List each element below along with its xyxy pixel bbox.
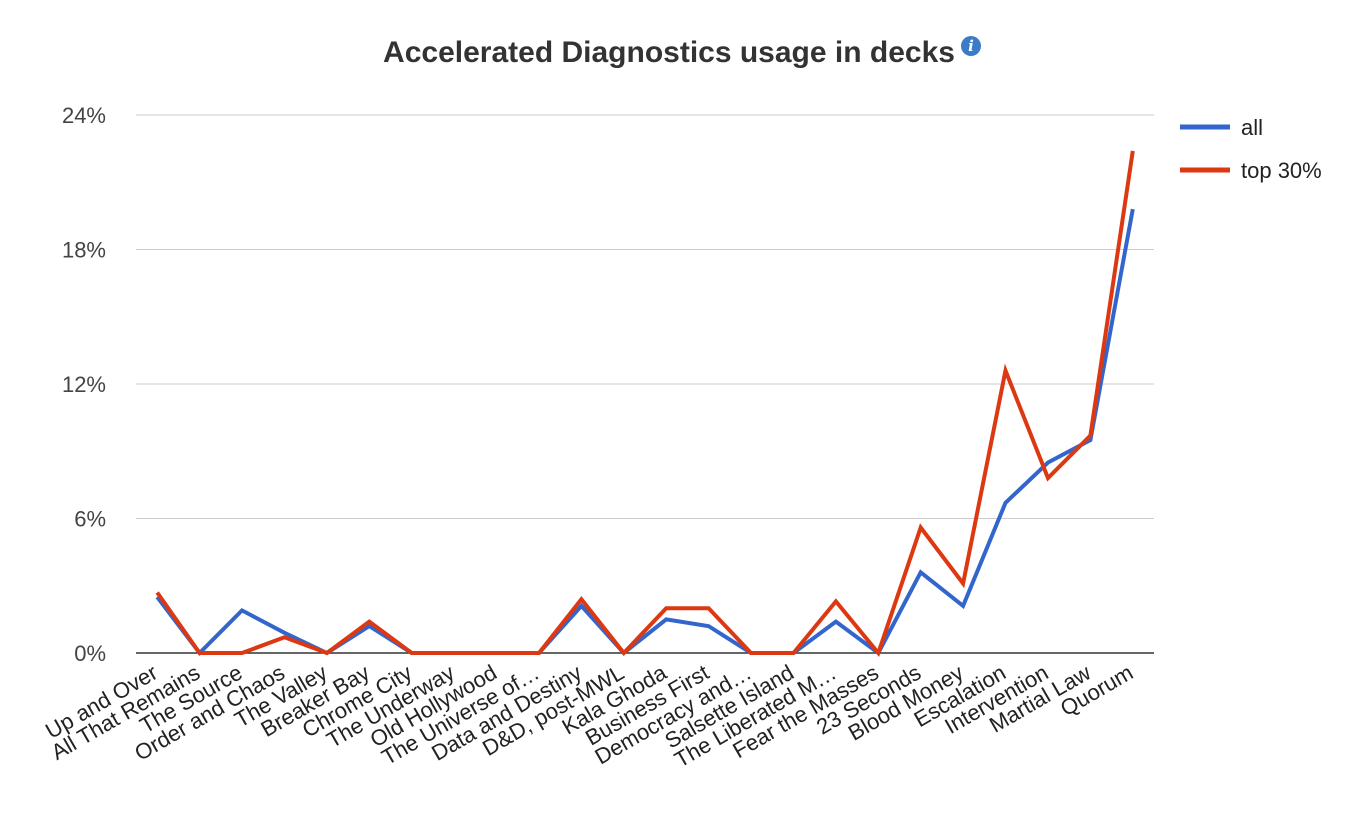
y-tick-label: 18%	[62, 238, 106, 263]
info-icon[interactable]: i	[960, 36, 981, 56]
legend-label: all	[1241, 115, 1263, 140]
chart-title: Accelerated Diagnostics usage in decks	[383, 36, 955, 69]
series-line-all	[155, 208, 1135, 657]
y-tick-label: 0%	[74, 641, 106, 666]
y-tick-label: 24%	[62, 103, 106, 128]
y-tick-label: 6%	[74, 507, 106, 532]
series-line-top30	[155, 150, 1135, 658]
legend-label: top 30%	[1241, 158, 1322, 183]
y-tick-label: 12%	[62, 372, 106, 397]
chart-title-wrap: Accelerated Diagnostics usage in decks i	[0, 36, 1364, 70]
